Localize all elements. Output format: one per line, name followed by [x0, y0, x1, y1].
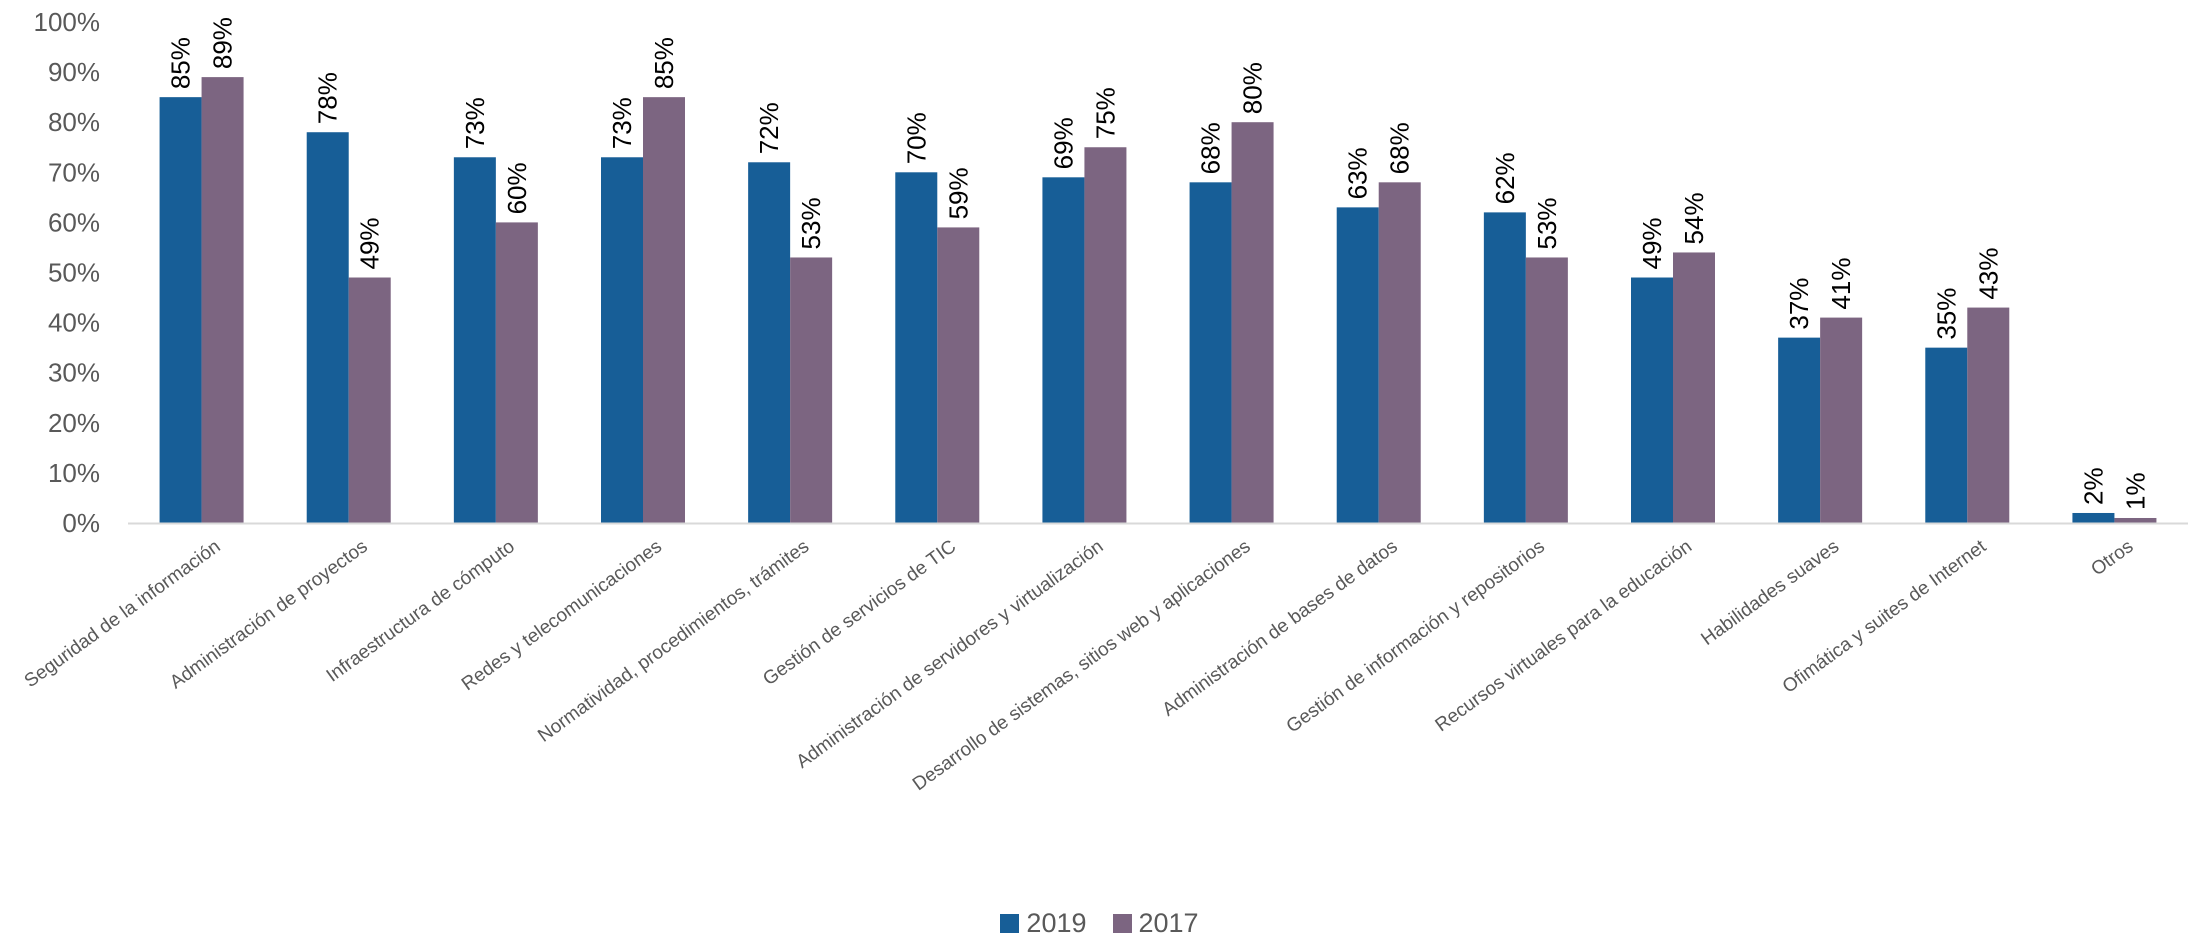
legend-swatch-2017 — [1112, 914, 1132, 933]
bar-2017 — [1673, 252, 1715, 523]
data-label-2019: 2% — [2078, 467, 2108, 505]
x-axis: Seguridad de la informaciónAdministració… — [21, 522, 2188, 795]
data-label-2017: 53% — [796, 197, 826, 249]
legend: 2019 2017 — [0, 908, 2199, 939]
bar-2017 — [1820, 317, 1863, 523]
y-tick-label: 20% — [48, 408, 100, 438]
data-label-2017: 68% — [1385, 122, 1415, 174]
data-label-2019: 72% — [754, 102, 784, 154]
data-label-2019: 35% — [1931, 288, 1961, 340]
x-category-label: Desarrollo de sistemas, sitios web y apl… — [909, 536, 1255, 795]
data-label-2019: 73% — [460, 97, 490, 149]
bar-2017 — [1084, 147, 1127, 523]
bar-2017 — [1378, 182, 1421, 523]
bar-2017 — [2114, 517, 2157, 523]
data-label-2019: 85% — [166, 37, 196, 89]
data-label-2019: 63% — [1343, 147, 1373, 199]
data-label-2017: 49% — [355, 217, 385, 269]
bar-2019 — [1189, 182, 1232, 523]
bar-2019 — [159, 97, 202, 524]
bar-2017 — [1231, 122, 1274, 523]
x-category-label: Administración de servidores y virtualiz… — [793, 536, 1108, 773]
y-tick-label: 80% — [48, 107, 100, 137]
x-category-label: Otros — [2087, 536, 2137, 580]
bar-2019 — [453, 157, 496, 523]
data-label-2019: 69% — [1048, 117, 1078, 169]
bar-2017 — [495, 222, 538, 523]
y-tick-label: 70% — [48, 157, 100, 187]
y-tick-label: 10% — [48, 458, 100, 488]
x-category-label: Gestión de información y repositorios — [1283, 536, 1549, 737]
legend-item-2017: 2017 — [1112, 908, 1199, 939]
bar-2017 — [1967, 307, 2010, 523]
data-label-2019: 62% — [1490, 152, 1520, 204]
bar-2017 — [937, 227, 980, 523]
x-category-label: Recursos virtuales para la educación — [1432, 536, 1696, 736]
data-label-2019: 37% — [1784, 278, 1814, 330]
bar-2017 — [1525, 257, 1568, 523]
y-tick-label: 40% — [48, 308, 100, 338]
bars — [159, 77, 2157, 524]
data-label-2019: 73% — [607, 97, 637, 149]
bar-2017 — [348, 277, 391, 523]
data-labels: 85% 89% 78% 49% 73% 60% 73% 85% 72% 53% 70% 59% 69% 7… — [166, 17, 2151, 510]
data-label-2019: 49% — [1637, 217, 1667, 269]
y-tick-label: 50% — [48, 258, 100, 288]
legend-label-2019: 2019 — [1026, 908, 1087, 938]
x-category-label: Normatividad, procedimientos, trámites — [534, 536, 813, 747]
bar-2019 — [306, 132, 349, 523]
y-tick-label: 90% — [48, 57, 100, 87]
data-label-2017: 60% — [502, 162, 532, 214]
y-tick-label: 30% — [48, 358, 100, 388]
bar-2017 — [643, 97, 685, 524]
legend-label-2017: 2017 — [1138, 908, 1199, 938]
y-tick-label: 60% — [48, 207, 100, 237]
legend-swatch-2019 — [1000, 914, 1020, 933]
data-label-2017: 85% — [649, 37, 679, 89]
bar-2017 — [201, 77, 244, 524]
x-category-label: Administración de bases de datos — [1159, 536, 1402, 721]
bar-2019 — [1631, 277, 1673, 523]
data-label-2017: 43% — [1973, 248, 2003, 300]
legend-item-2019: 2019 — [1000, 908, 1087, 939]
data-label-2017: 59% — [943, 167, 973, 219]
data-label-2017: 75% — [1090, 87, 1120, 139]
data-label-2019: 70% — [901, 112, 931, 164]
bar-2019 — [1483, 212, 1526, 523]
bar-2019 — [601, 157, 643, 523]
data-label-2017: 54% — [1679, 192, 1709, 244]
data-label-2017: 1% — [2120, 472, 2150, 510]
data-label-2019: 68% — [1196, 122, 1226, 174]
bar-2019 — [748, 162, 791, 523]
y-axis: 0% 10% 20% 30% 40% 50% 60% 70% 80% 90% 100% — [34, 7, 101, 538]
bar-2019 — [1778, 337, 1821, 523]
bar-2019 — [895, 172, 938, 524]
data-label-2017: 41% — [1826, 258, 1856, 310]
data-label-2019: 78% — [313, 72, 343, 124]
x-category-label: Habilidades suaves — [1697, 536, 1843, 650]
bar-2019 — [1042, 177, 1085, 523]
data-label-2017: 80% — [1238, 62, 1268, 114]
data-label-2017: 53% — [1532, 197, 1562, 249]
bar-2019 — [1925, 347, 1968, 523]
data-label-2017: 89% — [208, 17, 238, 69]
bar-2019 — [2072, 512, 2115, 523]
y-tick-label: 100% — [34, 7, 101, 37]
bar-2017 — [790, 257, 833, 523]
y-tick-label: 0% — [62, 508, 100, 538]
bar-2019 — [1336, 207, 1379, 523]
